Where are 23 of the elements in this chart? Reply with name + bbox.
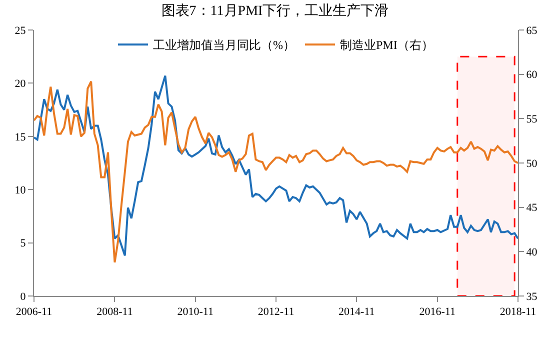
y-tick-label: 10 [14,184,26,196]
y-tick-label: 25 [14,24,26,37]
x-tick-label: 2012-11 [258,306,294,318]
y2-tick-label: 35 [526,290,538,303]
y-tick-label: 0 [20,290,26,303]
x-tick-label: 2010-11 [177,306,214,318]
y-tick-label: 15 [14,131,26,144]
x-tick-label: 2008-11 [96,306,133,318]
y-tick-label: 5 [20,238,26,250]
legend-label: 制造业PMI（右） [340,38,434,52]
y2-tick-label: 50 [526,158,538,170]
x-tick-label: 2016-11 [419,306,456,318]
legend-label: 工业增加值当月同比（%） [153,38,295,52]
y2-tick-label: 45 [526,202,538,214]
y2-tick-label: 40 [526,246,538,259]
x-tick-label: 2018-11 [500,306,536,318]
y2-tick-label: 65 [526,24,538,37]
x-tick-label: 2014-11 [338,306,375,318]
chart-title: 图表7：11月PMI下行，工业生产下滑 [161,2,389,19]
y2-tick-label: 60 [526,69,538,82]
y2-tick-label: 55 [526,114,538,126]
x-tick-label: 2006-11 [16,306,52,318]
y-tick-label: 20 [14,78,26,90]
